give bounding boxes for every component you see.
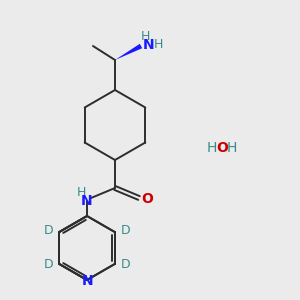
Text: H: H <box>227 141 237 155</box>
Text: N: N <box>81 194 93 208</box>
Text: H: H <box>153 38 163 52</box>
Polygon shape <box>115 44 142 60</box>
Text: N: N <box>82 274 94 288</box>
Text: D: D <box>44 224 53 238</box>
Text: D: D <box>121 224 130 238</box>
Text: N: N <box>143 38 155 52</box>
Text: O: O <box>216 141 228 155</box>
Text: H: H <box>140 29 150 43</box>
Text: O: O <box>141 192 153 206</box>
Text: H: H <box>76 187 86 200</box>
Text: D: D <box>121 259 130 272</box>
Text: H: H <box>207 141 217 155</box>
Text: D: D <box>44 259 53 272</box>
